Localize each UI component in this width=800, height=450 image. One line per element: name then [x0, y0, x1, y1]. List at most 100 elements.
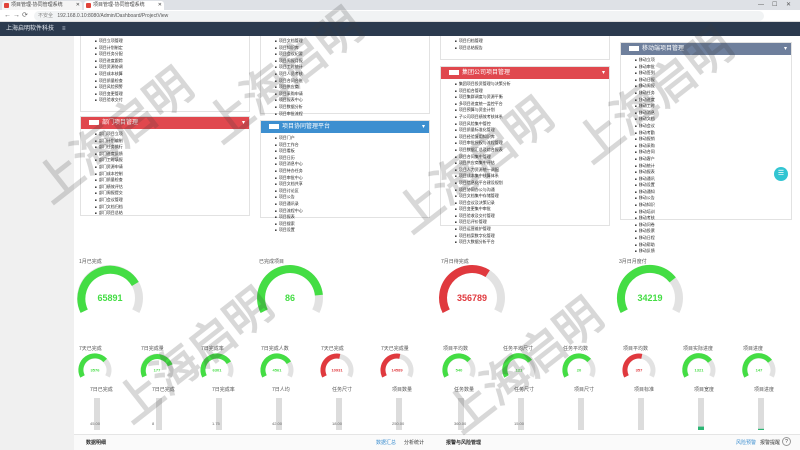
panel-header[interactable]: 集团公司项目管理 ▾	[441, 67, 609, 79]
list-item[interactable]: 项目文档管理	[275, 38, 429, 45]
list-item[interactable]: 项目人力资源统一调配	[455, 167, 609, 174]
list-item[interactable]: 项目集群调度与资源平衡	[455, 94, 609, 101]
list-item[interactable]: 移动帮助	[635, 242, 791, 249]
list-item[interactable]: 项目归档管理	[455, 38, 609, 45]
list-item[interactable]: 项目报表中心	[275, 97, 429, 104]
list-item[interactable]: 项目风险预警	[95, 84, 249, 91]
minimize-icon[interactable]: —	[758, 2, 764, 8]
list-item[interactable]: 项目知识库	[275, 45, 429, 52]
browser-tab[interactable]: 项目管理-协同管理系统 ✕	[2, 1, 82, 10]
floating-menu-button[interactable]: ☰	[774, 167, 788, 181]
list-item[interactable]: 项目供应商集中评估	[455, 160, 609, 167]
list-item[interactable]: 项目人员考核	[275, 71, 429, 78]
list-item[interactable]: 移动统计	[635, 163, 791, 170]
list-item[interactable]: 项目成本核算	[95, 71, 249, 78]
close-tab-icon[interactable]: ✕	[75, 2, 80, 8]
list-item[interactable]: 移动进度	[635, 97, 791, 104]
list-item[interactable]: 项目供应商	[275, 84, 429, 91]
list-item[interactable]: 部门任务执行	[95, 144, 249, 151]
security-indicator[interactable]: 不安全	[38, 13, 54, 19]
panel-header[interactable]: 部门项目管理 ▾	[81, 117, 249, 129]
reload-icon[interactable]: ⟳	[22, 12, 28, 19]
panel-header[interactable]: 移动端项目管理 ▾	[621, 43, 791, 55]
list-item[interactable]: 移动投票	[635, 228, 791, 235]
list-item[interactable]: 多项目进度统一监控平台	[455, 101, 609, 108]
list-item[interactable]: 项目公告	[275, 194, 429, 201]
list-item[interactable]: 项目质量检查	[95, 78, 249, 85]
list-item[interactable]: 项目门户	[275, 135, 429, 142]
list-item[interactable]: 移动采购	[635, 143, 791, 150]
list-item[interactable]: 项目待办任务	[275, 168, 429, 175]
list-item[interactable]: 项目变更管理	[95, 91, 249, 98]
chevron-down-icon[interactable]: ▾	[783, 46, 787, 52]
list-item[interactable]: 项目大数据分析平台	[455, 239, 609, 246]
list-item[interactable]: 项目设置	[275, 227, 429, 234]
list-item[interactable]: 部门项目立项	[95, 131, 249, 138]
list-item[interactable]: 移动立项	[635, 57, 791, 64]
list-item[interactable]: 项目档案数字化管理	[455, 233, 609, 240]
list-item[interactable]: 项目后评价管理	[455, 219, 609, 226]
list-item[interactable]: 项目看板	[275, 148, 429, 155]
list-item[interactable]: 项目审批授权与流程管理	[455, 140, 609, 147]
list-item[interactable]: 移动反馈	[635, 248, 791, 255]
list-item[interactable]: 移动考核	[635, 215, 791, 222]
list-item[interactable]: 部门进度反馈	[95, 151, 249, 158]
list-item[interactable]: 项目协同办公与沟通	[455, 187, 609, 194]
list-item[interactable]: 项目数据分析	[275, 104, 429, 111]
list-item[interactable]: 部门周报提交	[95, 190, 249, 197]
list-item[interactable]: 项目合同集中管理	[455, 154, 609, 161]
list-item[interactable]: 项目采购申请	[275, 91, 429, 98]
list-item[interactable]: 部门工时填报	[95, 157, 249, 164]
list-item[interactable]: 项目合同台账	[275, 78, 429, 85]
list-item[interactable]: 项目组合管理	[455, 88, 609, 95]
chevron-down-icon[interactable]: ▾	[421, 124, 425, 130]
list-item[interactable]: 部门会议管理	[95, 197, 249, 204]
list-item[interactable]: 项目成本集中核算体系	[455, 173, 609, 180]
list-item[interactable]: 项目搜索	[275, 221, 429, 228]
list-item[interactable]: 部门资源申请	[95, 164, 249, 171]
list-item[interactable]: 项目审批中心	[275, 175, 429, 182]
list-item[interactable]: 项目运营维护管理	[455, 226, 609, 233]
list-item[interactable]: 项目日历	[275, 155, 429, 162]
list-item[interactable]: 部门项目总结	[95, 210, 249, 217]
list-item[interactable]: 移动任务	[635, 90, 791, 97]
list-item[interactable]: 移动报表	[635, 169, 791, 176]
list-item[interactable]: 项目工作台	[275, 142, 429, 149]
list-item[interactable]: 项目信息化平台建设规划	[455, 180, 609, 187]
list-item[interactable]: 移动合同	[635, 149, 791, 156]
tab-alarm[interactable]: 报警提醒	[760, 440, 781, 446]
list-item[interactable]: 项目经验复用知识库	[455, 134, 609, 141]
list-item[interactable]: 移动周报	[635, 83, 791, 90]
list-item[interactable]: 部门绩效评估	[95, 184, 249, 191]
list-item[interactable]: 项目验收及交付管理	[455, 213, 609, 220]
list-item[interactable]: 部门质量检查	[95, 177, 249, 184]
list-item[interactable]: 项目立项管理	[95, 38, 249, 45]
close-window-icon[interactable]: ✕	[786, 2, 792, 8]
list-item[interactable]: 移动消息	[635, 110, 791, 117]
list-item[interactable]: 项目报表	[275, 214, 429, 221]
list-item[interactable]: 移动问卷	[635, 222, 791, 229]
list-item[interactable]: 项目计划制定	[95, 45, 249, 52]
list-item[interactable]: 移动知识	[635, 202, 791, 209]
list-item[interactable]: 项目任务分配	[95, 51, 249, 58]
list-item[interactable]: 项目验收交付	[95, 97, 249, 104]
list-item[interactable]: 项目讨论区	[275, 188, 429, 195]
list-item[interactable]: 项目质量标准化管理	[455, 127, 609, 134]
list-item[interactable]: 移动会议	[635, 123, 791, 130]
list-item[interactable]: 项目数据汇总及综合报表	[455, 147, 609, 154]
list-item[interactable]: 项目周报月报	[275, 58, 429, 65]
list-item[interactable]: 项目通讯录	[275, 201, 429, 208]
panel-header[interactable]: 项目协同管理平台 ▾	[261, 121, 429, 133]
list-item[interactable]: 移动培训	[635, 209, 791, 216]
list-item[interactable]: 项目会议纪要	[275, 51, 429, 58]
menu-toggle-icon[interactable]: ≡	[62, 26, 66, 32]
maximize-icon[interactable]: ☐	[772, 2, 778, 8]
list-item[interactable]: 移动工时	[635, 103, 791, 110]
list-item[interactable]: 移动日程	[635, 235, 791, 242]
list-item[interactable]: 移动考勤	[635, 130, 791, 137]
list-item[interactable]: 移动设置	[635, 182, 791, 189]
list-item[interactable]: 项目总结报告	[455, 45, 609, 52]
list-item[interactable]: 集团项目投资管理与决策分析	[455, 81, 609, 88]
list-item[interactable]: 项目资源协调	[95, 64, 249, 71]
list-item[interactable]: 移动日报	[635, 77, 791, 84]
